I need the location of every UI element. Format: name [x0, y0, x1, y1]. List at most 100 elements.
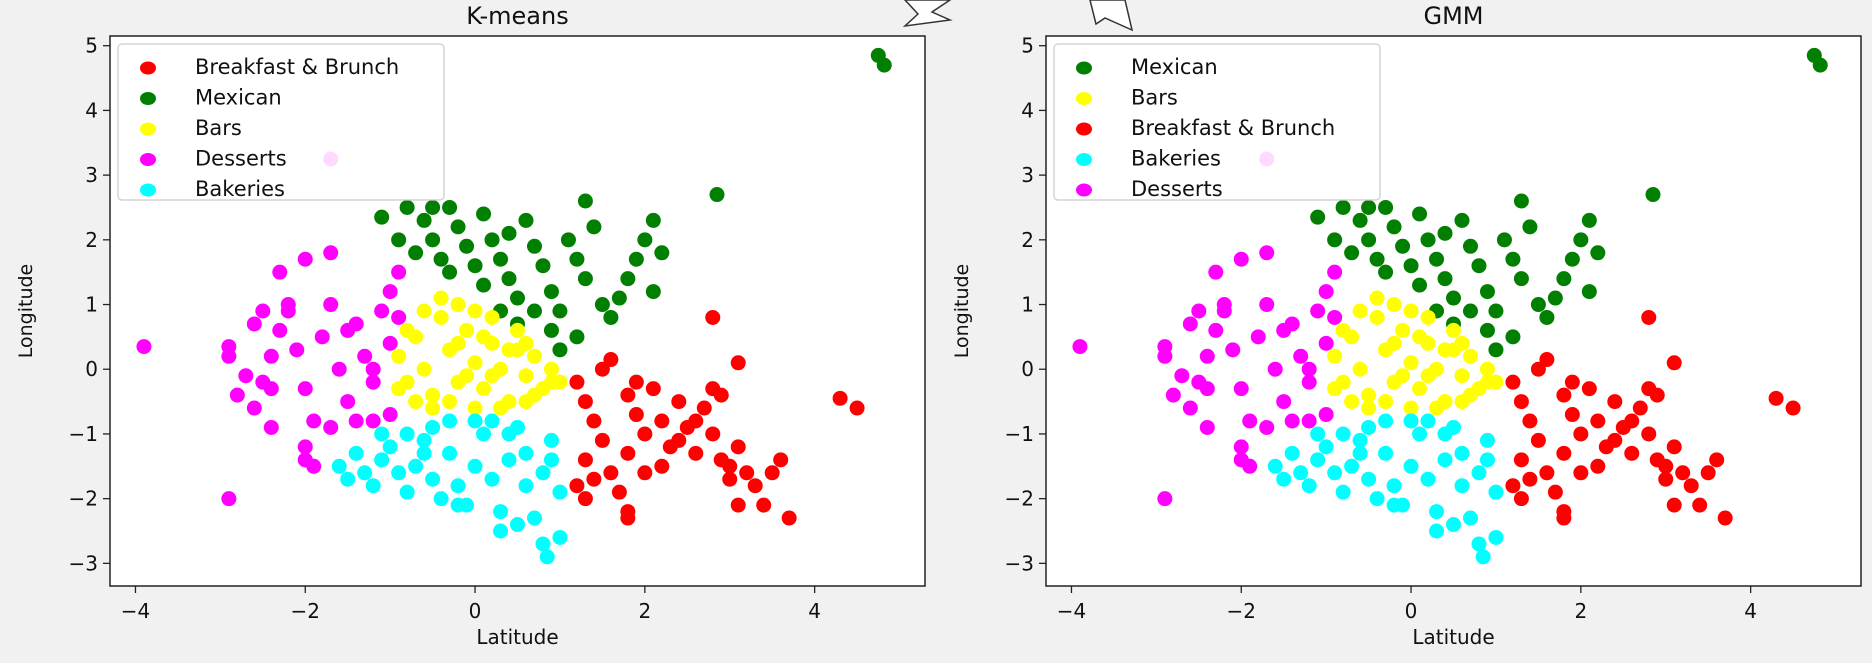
gmm-data-point: [1581, 284, 1597, 300]
gmm-data-point: [1564, 407, 1580, 423]
kmeans-data-point: [586, 471, 602, 487]
gmm-data-point: [1539, 465, 1555, 481]
kmeans-data-point: [416, 212, 432, 228]
gmm-data-point: [1199, 381, 1215, 397]
gmm-data-point: [1327, 309, 1343, 325]
kmeans-data-point: [476, 426, 492, 442]
kmeans-data-point: [849, 400, 865, 416]
kmeans-data-point: [467, 303, 483, 319]
kmeans-data-point: [246, 400, 262, 416]
gmm-data-point: [1513, 271, 1529, 287]
kmeans-data-point: [501, 271, 517, 287]
gmm-data-point: [1242, 413, 1258, 429]
gmm-data-point: [1556, 504, 1572, 520]
kmeans-data-point: [306, 413, 322, 429]
gmm-data-point: [1344, 458, 1360, 474]
kmeans-series-1: [374, 47, 892, 358]
gmm-data-point: [1361, 400, 1377, 416]
kmeans-data-point: [263, 348, 279, 364]
gmm-data-point: [1564, 251, 1580, 267]
gmm-data-point: [1437, 342, 1453, 358]
kmeans-data-point: [552, 484, 568, 500]
kmeans-data-point: [416, 432, 432, 448]
kmeans-data-point: [518, 212, 534, 228]
kmeans-data-point: [526, 510, 542, 526]
kmeans-data-point: [510, 322, 525, 338]
gmm-data-point: [1310, 426, 1326, 442]
kmeans-data-point: [323, 245, 339, 261]
gmm-data-point: [1607, 432, 1623, 448]
gmm-data-point: [1412, 277, 1428, 293]
kmeans-data-point: [476, 277, 492, 293]
gmm-data-point: [1496, 232, 1512, 248]
kmeans-data-point: [365, 413, 381, 429]
gmm-data-point: [1352, 432, 1368, 448]
gmm-data-point: [1462, 303, 1478, 319]
kmeans-data-point: [416, 445, 432, 461]
kmeans-data-point: [671, 394, 687, 410]
gmm-data-point: [1530, 432, 1546, 448]
kmeans-data-point: [628, 407, 644, 423]
gmm-data-point: [1395, 238, 1411, 254]
gmm-data-point: [1471, 465, 1487, 481]
gmm-data-point: [1522, 219, 1538, 235]
kmeans-legend-label: Bakeries: [195, 177, 285, 201]
kmeans-x-tick-label: −4: [121, 599, 150, 623]
gmm-y-tick-label: 0: [1021, 357, 1034, 381]
gmm-data-point: [1403, 400, 1419, 416]
left-callout-arrow: [902, 0, 953, 28]
kmeans-data-point: [603, 309, 619, 325]
kmeans-data-point: [611, 290, 627, 306]
gmm-data-point: [1420, 413, 1436, 429]
gmm-data-point: [1590, 413, 1606, 429]
gmm-data-point: [1581, 381, 1597, 397]
gmm-data-point: [1361, 471, 1377, 487]
kmeans-data-point: [408, 458, 424, 474]
kmeans-data-point: [543, 374, 559, 390]
kmeans-data-point: [340, 322, 356, 338]
kmeans-data-point: [323, 419, 339, 435]
kmeans-data-point: [493, 504, 509, 520]
gmm-data-point: [1199, 348, 1215, 364]
gmm-data-point: [1437, 225, 1453, 241]
gmm-data-point: [1386, 297, 1402, 313]
kmeans-data-point: [425, 199, 441, 215]
gmm-data-point: [1395, 368, 1411, 384]
kmeans-data-point: [476, 381, 492, 397]
gmm-data-point: [1513, 193, 1529, 209]
gmm-data-point: [1547, 484, 1563, 500]
gmm-data-point: [1318, 439, 1334, 455]
gmm-data-point: [1513, 491, 1529, 507]
gmm-data-point: [1539, 352, 1555, 368]
gmm-data-point: [1649, 387, 1665, 403]
kmeans-data-point: [374, 426, 390, 442]
kmeans-data-point: [442, 445, 458, 461]
gmm-data-point: [1641, 309, 1657, 325]
gmm-data-point: [1301, 374, 1317, 390]
kmeans-data-point: [620, 445, 636, 461]
kmeans-data-point: [331, 361, 347, 377]
gmm-data-point: [1361, 232, 1377, 248]
kmeans-data-point: [399, 322, 415, 338]
gmm-y-tick-label: 4: [1021, 98, 1034, 122]
gmm-data-point: [1267, 458, 1283, 474]
gmm-data-point: [1157, 348, 1173, 364]
kmeans-data-point: [730, 439, 746, 455]
gmm-data-point: [1174, 368, 1190, 384]
gmm-x-tick-label: −4: [1057, 599, 1086, 623]
gmm-data-point: [1479, 361, 1495, 377]
kmeans-data-point: [416, 361, 432, 377]
kmeans-data-point: [577, 394, 593, 410]
kmeans-chart-title: K-means: [466, 2, 568, 30]
gmm-data-point: [1454, 368, 1470, 384]
kmeans-data-point: [425, 419, 441, 435]
kmeans-x-axis-label: Latitude: [476, 625, 558, 649]
kmeans-data-point: [306, 458, 322, 474]
kmeans-data-point: [832, 390, 848, 406]
kmeans-data-point: [425, 400, 441, 416]
kmeans-y-tick-label: 5: [85, 34, 98, 58]
kmeans-legend: [117, 43, 445, 201]
kmeans-data-point: [876, 57, 892, 73]
kmeans-data-point: [391, 381, 407, 397]
gmm-data-point: [1632, 400, 1648, 416]
